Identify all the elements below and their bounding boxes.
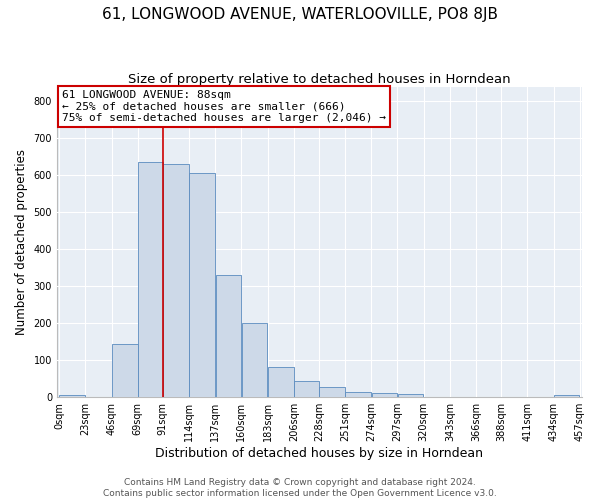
Text: 61, LONGWOOD AVENUE, WATERLOOVILLE, PO8 8JB: 61, LONGWOOD AVENUE, WATERLOOVILLE, PO8 … (102, 8, 498, 22)
Bar (371, 393, 397, 397)
Bar (190, 173, 215, 397)
Bar (215, 275, 241, 397)
Title: Size of property relative to detached houses in Horndean: Size of property relative to detached ho… (128, 72, 511, 86)
Bar (554, 396, 580, 397)
Text: Contains HM Land Registry data © Crown copyright and database right 2024.
Contai: Contains HM Land Registry data © Crown c… (103, 478, 497, 498)
Bar (319, 387, 345, 397)
X-axis label: Distribution of detached houses by size in Horndean: Distribution of detached houses by size … (155, 447, 484, 460)
Bar (268, 366, 293, 397)
Bar (398, 394, 424, 397)
Bar (163, 164, 189, 397)
Bar (346, 392, 371, 397)
Y-axis label: Number of detached properties: Number of detached properties (15, 149, 28, 335)
Bar (112, 344, 137, 397)
Bar (138, 162, 163, 397)
Bar (59, 396, 85, 397)
Text: 61 LONGWOOD AVENUE: 88sqm
← 25% of detached houses are smaller (666)
75% of semi: 61 LONGWOOD AVENUE: 88sqm ← 25% of detac… (62, 90, 386, 123)
Bar (242, 324, 268, 397)
Bar (294, 382, 319, 397)
